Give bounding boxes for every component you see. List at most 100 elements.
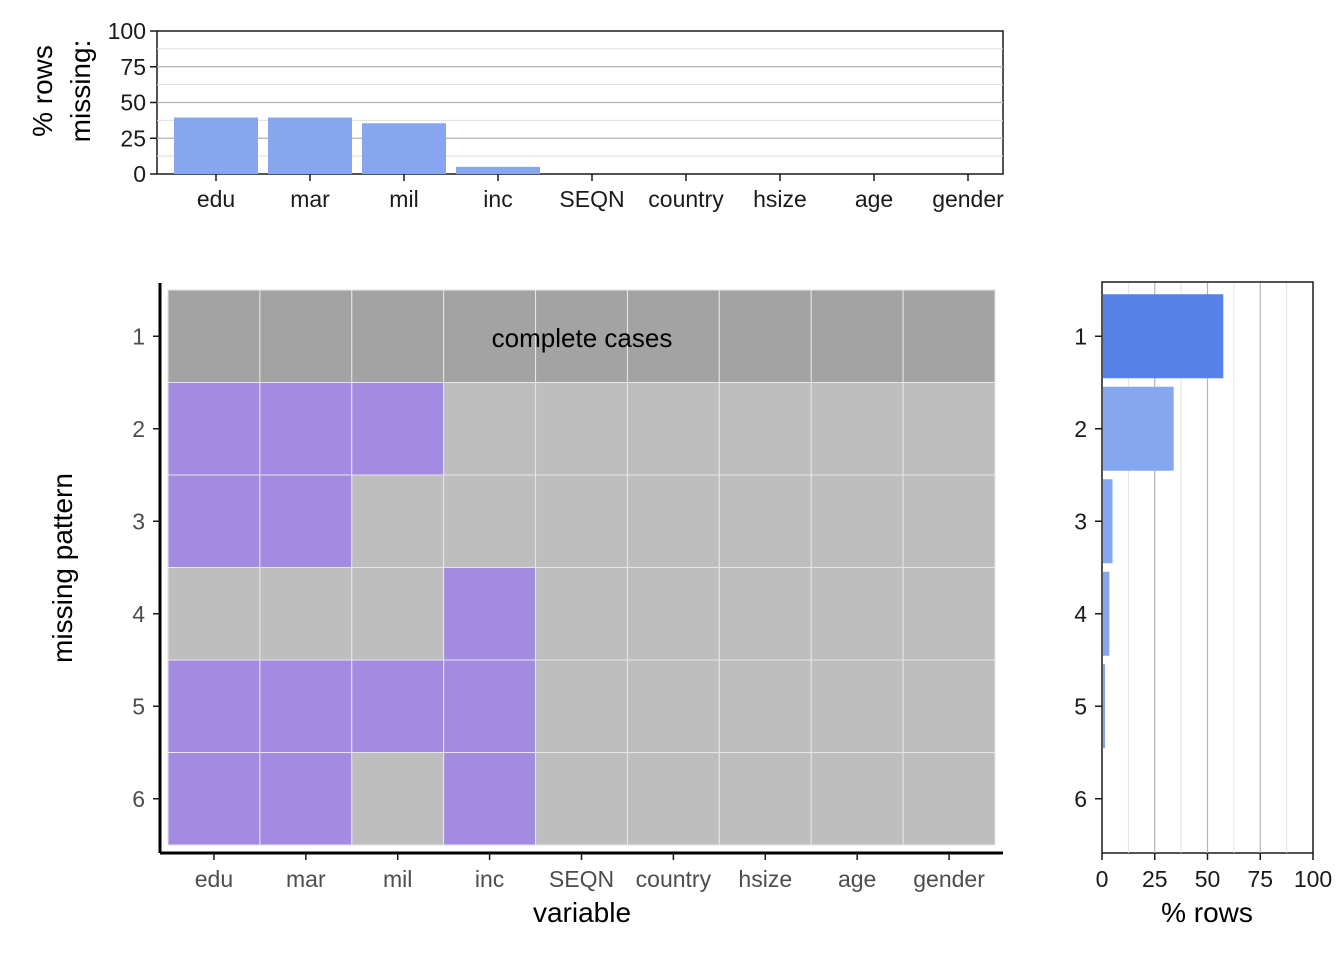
top-bar-inc: [456, 166, 540, 174]
observed-tile: [902, 474, 996, 568]
observed-tile: [902, 382, 996, 476]
missing-tile: [167, 474, 261, 568]
top-x-tick-label: mar: [290, 186, 330, 212]
right-panel-x-ticks: 0 25 50 75 100: [1096, 853, 1332, 892]
pattern-1-frequency-bar: [1103, 294, 1224, 379]
observed-tile: [259, 567, 353, 661]
missing-tile: [443, 752, 537, 846]
heatmap-y-tick-label: 2: [132, 416, 145, 442]
missing-tile: [259, 659, 353, 753]
right-panel-bars: [1103, 294, 1224, 749]
observed-tile: [535, 752, 628, 846]
heatmap-y-tick-label: 6: [132, 786, 145, 812]
pattern-2-frequency-bar: [1103, 386, 1174, 471]
heatmap-x-tick-label: gender: [913, 866, 985, 892]
top-bar-edu: [174, 117, 258, 174]
right-x-axis-title: % rows: [1161, 897, 1253, 928]
heatmap-y-ticks: 1 2 3 4 5 6: [132, 323, 160, 812]
complete-case-tile: [535, 289, 628, 383]
heatmap-x-tick-label: SEQN: [549, 866, 614, 892]
complete-cases-label: complete cases: [492, 323, 673, 353]
heatmap-y-axis-title: missing pattern: [47, 473, 78, 663]
top-x-tick-label: hsize: [753, 186, 807, 212]
right-y-tick-label: 5: [1074, 693, 1087, 719]
top-x-tick-label: gender: [932, 186, 1004, 212]
heatmap-x-tick-label: country: [636, 866, 712, 892]
heatmap-y-tick-label: 5: [132, 693, 145, 719]
heatmap-x-axis-title: variable: [533, 897, 631, 928]
top-missing-bar-panel: 0 25 50 75 100 edu mar mil inc SEQN country hsize a…: [27, 18, 1004, 212]
right-x-tick-label: 25: [1142, 866, 1168, 892]
observed-tile: [718, 659, 812, 753]
right-y-tick-label: 4: [1074, 601, 1087, 627]
top-y-tick-label: 100: [108, 18, 146, 44]
complete-case-tile: [167, 289, 261, 383]
missing-tile: [443, 567, 537, 661]
top-y-tick-label: 25: [120, 125, 146, 151]
top-panel-y-ticks: 0 25 50 75 100: [108, 18, 157, 187]
right-x-tick-label: 50: [1195, 866, 1221, 892]
observed-tile: [351, 752, 445, 846]
top-y-tick-label: 75: [120, 54, 146, 80]
top-x-tick-label: SEQN: [559, 186, 624, 212]
heatmap-x-tick-label: inc: [475, 866, 504, 892]
observed-tile: [626, 752, 720, 846]
pattern-4-frequency-bar: [1103, 571, 1110, 656]
missing-tile: [351, 382, 445, 476]
heatmap-y-tick-label: 4: [132, 601, 145, 627]
observed-tile: [718, 382, 812, 476]
missing-tile: [443, 659, 537, 753]
top-x-tick-label: mil: [389, 186, 418, 212]
top-bar-mar: [268, 117, 352, 174]
heatmap-y-tick-label: 3: [132, 508, 145, 534]
top-panel-bars: [174, 117, 540, 174]
observed-tile: [718, 567, 812, 661]
top-x-tick-label: inc: [483, 186, 512, 212]
top-x-tick-label: age: [855, 186, 893, 212]
missing-tile: [167, 382, 261, 476]
top-x-tick-label: country: [648, 186, 724, 212]
missing-pattern-heatmap-panel: 1 2 3 4 5 6 edu mar mil inc SEQN country hsize age ge…: [47, 283, 1003, 928]
missing-tile: [351, 659, 445, 753]
right-y-tick-label: 3: [1074, 508, 1087, 534]
observed-tile: [443, 474, 537, 568]
pattern-frequency-bar-panel: 1 2 3 4 5 6 0 25 50 75 100 % rows: [1074, 281, 1332, 928]
observed-tile: [351, 474, 445, 568]
missing-tile: [259, 382, 353, 476]
top-bar-mil: [362, 123, 446, 174]
missing-tile: [167, 659, 261, 753]
missing-tile: [259, 752, 353, 846]
right-x-tick-label: 0: [1096, 866, 1109, 892]
observed-tile: [535, 567, 628, 661]
heatmap-x-tick-label: edu: [195, 866, 233, 892]
complete-case-tile: [351, 289, 445, 383]
complete-case-tile: [259, 289, 353, 383]
heatmap-x-tick-label: hsize: [738, 866, 792, 892]
missing-tile: [167, 752, 261, 846]
observed-tile: [535, 474, 628, 568]
right-y-tick-label: 6: [1074, 786, 1087, 812]
observed-tile: [351, 567, 445, 661]
observed-tile: [626, 382, 720, 476]
complete-case-tile: [810, 289, 904, 383]
observed-tile: [810, 659, 904, 753]
observed-tile: [718, 752, 812, 846]
observed-tile: [626, 474, 720, 568]
observed-tile: [443, 382, 537, 476]
heatmap-y-tick-label: 1: [132, 323, 145, 349]
right-y-tick-label: 2: [1074, 416, 1087, 442]
observed-tile: [902, 752, 996, 846]
observed-tile: [902, 567, 996, 661]
observed-tile: [718, 474, 812, 568]
observed-tile: [535, 382, 628, 476]
top-y-axis-title-line2: missing:: [65, 40, 96, 143]
observed-tile: [626, 567, 720, 661]
observed-tile: [535, 659, 628, 753]
top-y-tick-label: 0: [133, 161, 146, 187]
observed-tile: [902, 659, 996, 753]
heatmap-x-tick-label: age: [838, 866, 876, 892]
observed-tile: [810, 752, 904, 846]
observed-tile: [626, 659, 720, 753]
pattern-5-frequency-bar: [1103, 664, 1106, 749]
